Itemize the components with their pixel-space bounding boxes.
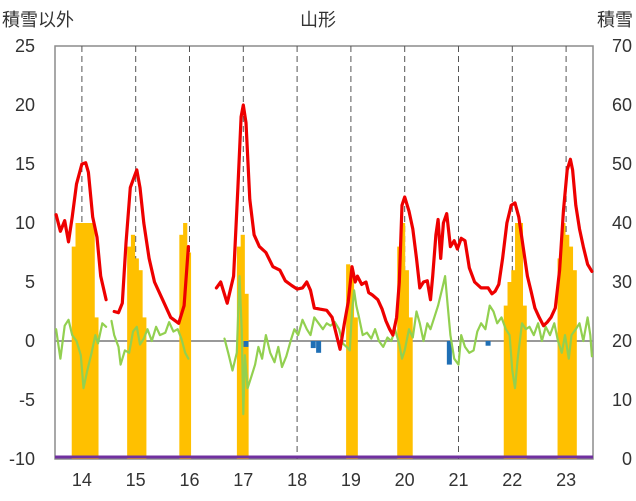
snow-bar-0 bbox=[71, 246, 76, 459]
left-tick--10: -10 bbox=[9, 449, 35, 469]
x-tick-22: 22 bbox=[502, 470, 522, 490]
green-series-segment-1 bbox=[110, 319, 190, 366]
snow-bar-26 bbox=[507, 282, 512, 459]
snow-bar-3 bbox=[83, 223, 88, 459]
snow-bar-12 bbox=[179, 234, 184, 459]
snow-bar-15 bbox=[236, 246, 242, 459]
left-tick-20: 20 bbox=[15, 95, 35, 115]
snow-bar-9 bbox=[134, 258, 139, 459]
right-tick-10: 10 bbox=[612, 390, 632, 410]
x-tick-16: 16 bbox=[179, 470, 199, 490]
x-tick-23: 23 bbox=[556, 470, 576, 490]
snow-bar-5 bbox=[90, 223, 95, 459]
x-tick-15: 15 bbox=[126, 470, 146, 490]
snow-bar-4 bbox=[86, 223, 91, 459]
green-series-segment-2 bbox=[223, 275, 593, 416]
snow-bar-31 bbox=[557, 258, 562, 459]
snow-bar-13 bbox=[183, 223, 188, 459]
snow-bar-6 bbox=[94, 317, 99, 459]
left-tick-10: 10 bbox=[15, 213, 35, 233]
snow-bar-10 bbox=[138, 270, 143, 459]
left-tick-5: 5 bbox=[25, 272, 35, 292]
x-tick-20: 20 bbox=[395, 470, 415, 490]
x-tick-14: 14 bbox=[72, 470, 92, 490]
plot-border bbox=[54, 45, 594, 460]
snow-bar-22 bbox=[400, 223, 406, 459]
left-tick-0: 0 bbox=[25, 331, 35, 351]
blue-bar-2 bbox=[316, 341, 322, 353]
chart-title: 山形 bbox=[300, 10, 336, 30]
data-marks bbox=[54, 103, 594, 459]
right-tick-50: 50 bbox=[612, 154, 632, 174]
left-axis-label: 積雪以外 bbox=[2, 10, 74, 30]
snow-bar-18 bbox=[346, 264, 351, 459]
snow-bar-11 bbox=[142, 317, 147, 459]
right-tick-70: 70 bbox=[612, 36, 632, 56]
green-series-segment-0 bbox=[55, 318, 108, 390]
x-tick-19: 19 bbox=[341, 470, 361, 490]
right-tick-20: 20 bbox=[612, 331, 632, 351]
red-series-segment-2 bbox=[214, 103, 594, 351]
right-tick-40: 40 bbox=[612, 213, 632, 233]
snow-bar-28 bbox=[515, 223, 520, 459]
x-tick-18: 18 bbox=[287, 470, 307, 490]
snow-bar-19 bbox=[349, 270, 355, 459]
blue-bar-1 bbox=[310, 341, 316, 349]
right-tick-30: 30 bbox=[612, 272, 632, 292]
snow-bar-34 bbox=[568, 246, 574, 459]
red-series-segment-0 bbox=[54, 161, 108, 302]
left-tick--5: -5 bbox=[19, 390, 35, 410]
right-axis-label: 積雪 bbox=[597, 10, 633, 30]
snow-bar-20 bbox=[353, 317, 358, 459]
snow-bar-23 bbox=[404, 270, 409, 459]
axis-ticks: 14 15 16 17 18 19 20 21 22 232520151050-5-1070605… bbox=[9, 36, 632, 490]
x-tick-21: 21 bbox=[448, 470, 468, 490]
snow-bar-25 bbox=[503, 305, 508, 459]
plot-frame bbox=[54, 45, 594, 460]
snow-bar-21 bbox=[397, 246, 402, 459]
left-tick-25: 25 bbox=[15, 36, 35, 56]
snow-bar-2 bbox=[79, 223, 84, 459]
snow-bar-24 bbox=[408, 317, 413, 459]
left-tick-15: 15 bbox=[15, 154, 35, 174]
x-tick-17: 17 bbox=[233, 470, 253, 490]
snow-bar-30 bbox=[522, 305, 527, 459]
right-tick-60: 60 bbox=[612, 95, 632, 115]
snow-bar-14 bbox=[186, 252, 192, 459]
snow-bar-35 bbox=[572, 270, 577, 459]
blue-bar-0 bbox=[243, 341, 249, 347]
snow-bar-8 bbox=[130, 234, 136, 459]
red-series-segment-1 bbox=[112, 168, 190, 325]
right-tick-0: 0 bbox=[622, 449, 632, 469]
blue-bar-3 bbox=[446, 341, 452, 365]
blue-bar-4 bbox=[485, 341, 491, 346]
snow-bar-27 bbox=[511, 270, 516, 459]
